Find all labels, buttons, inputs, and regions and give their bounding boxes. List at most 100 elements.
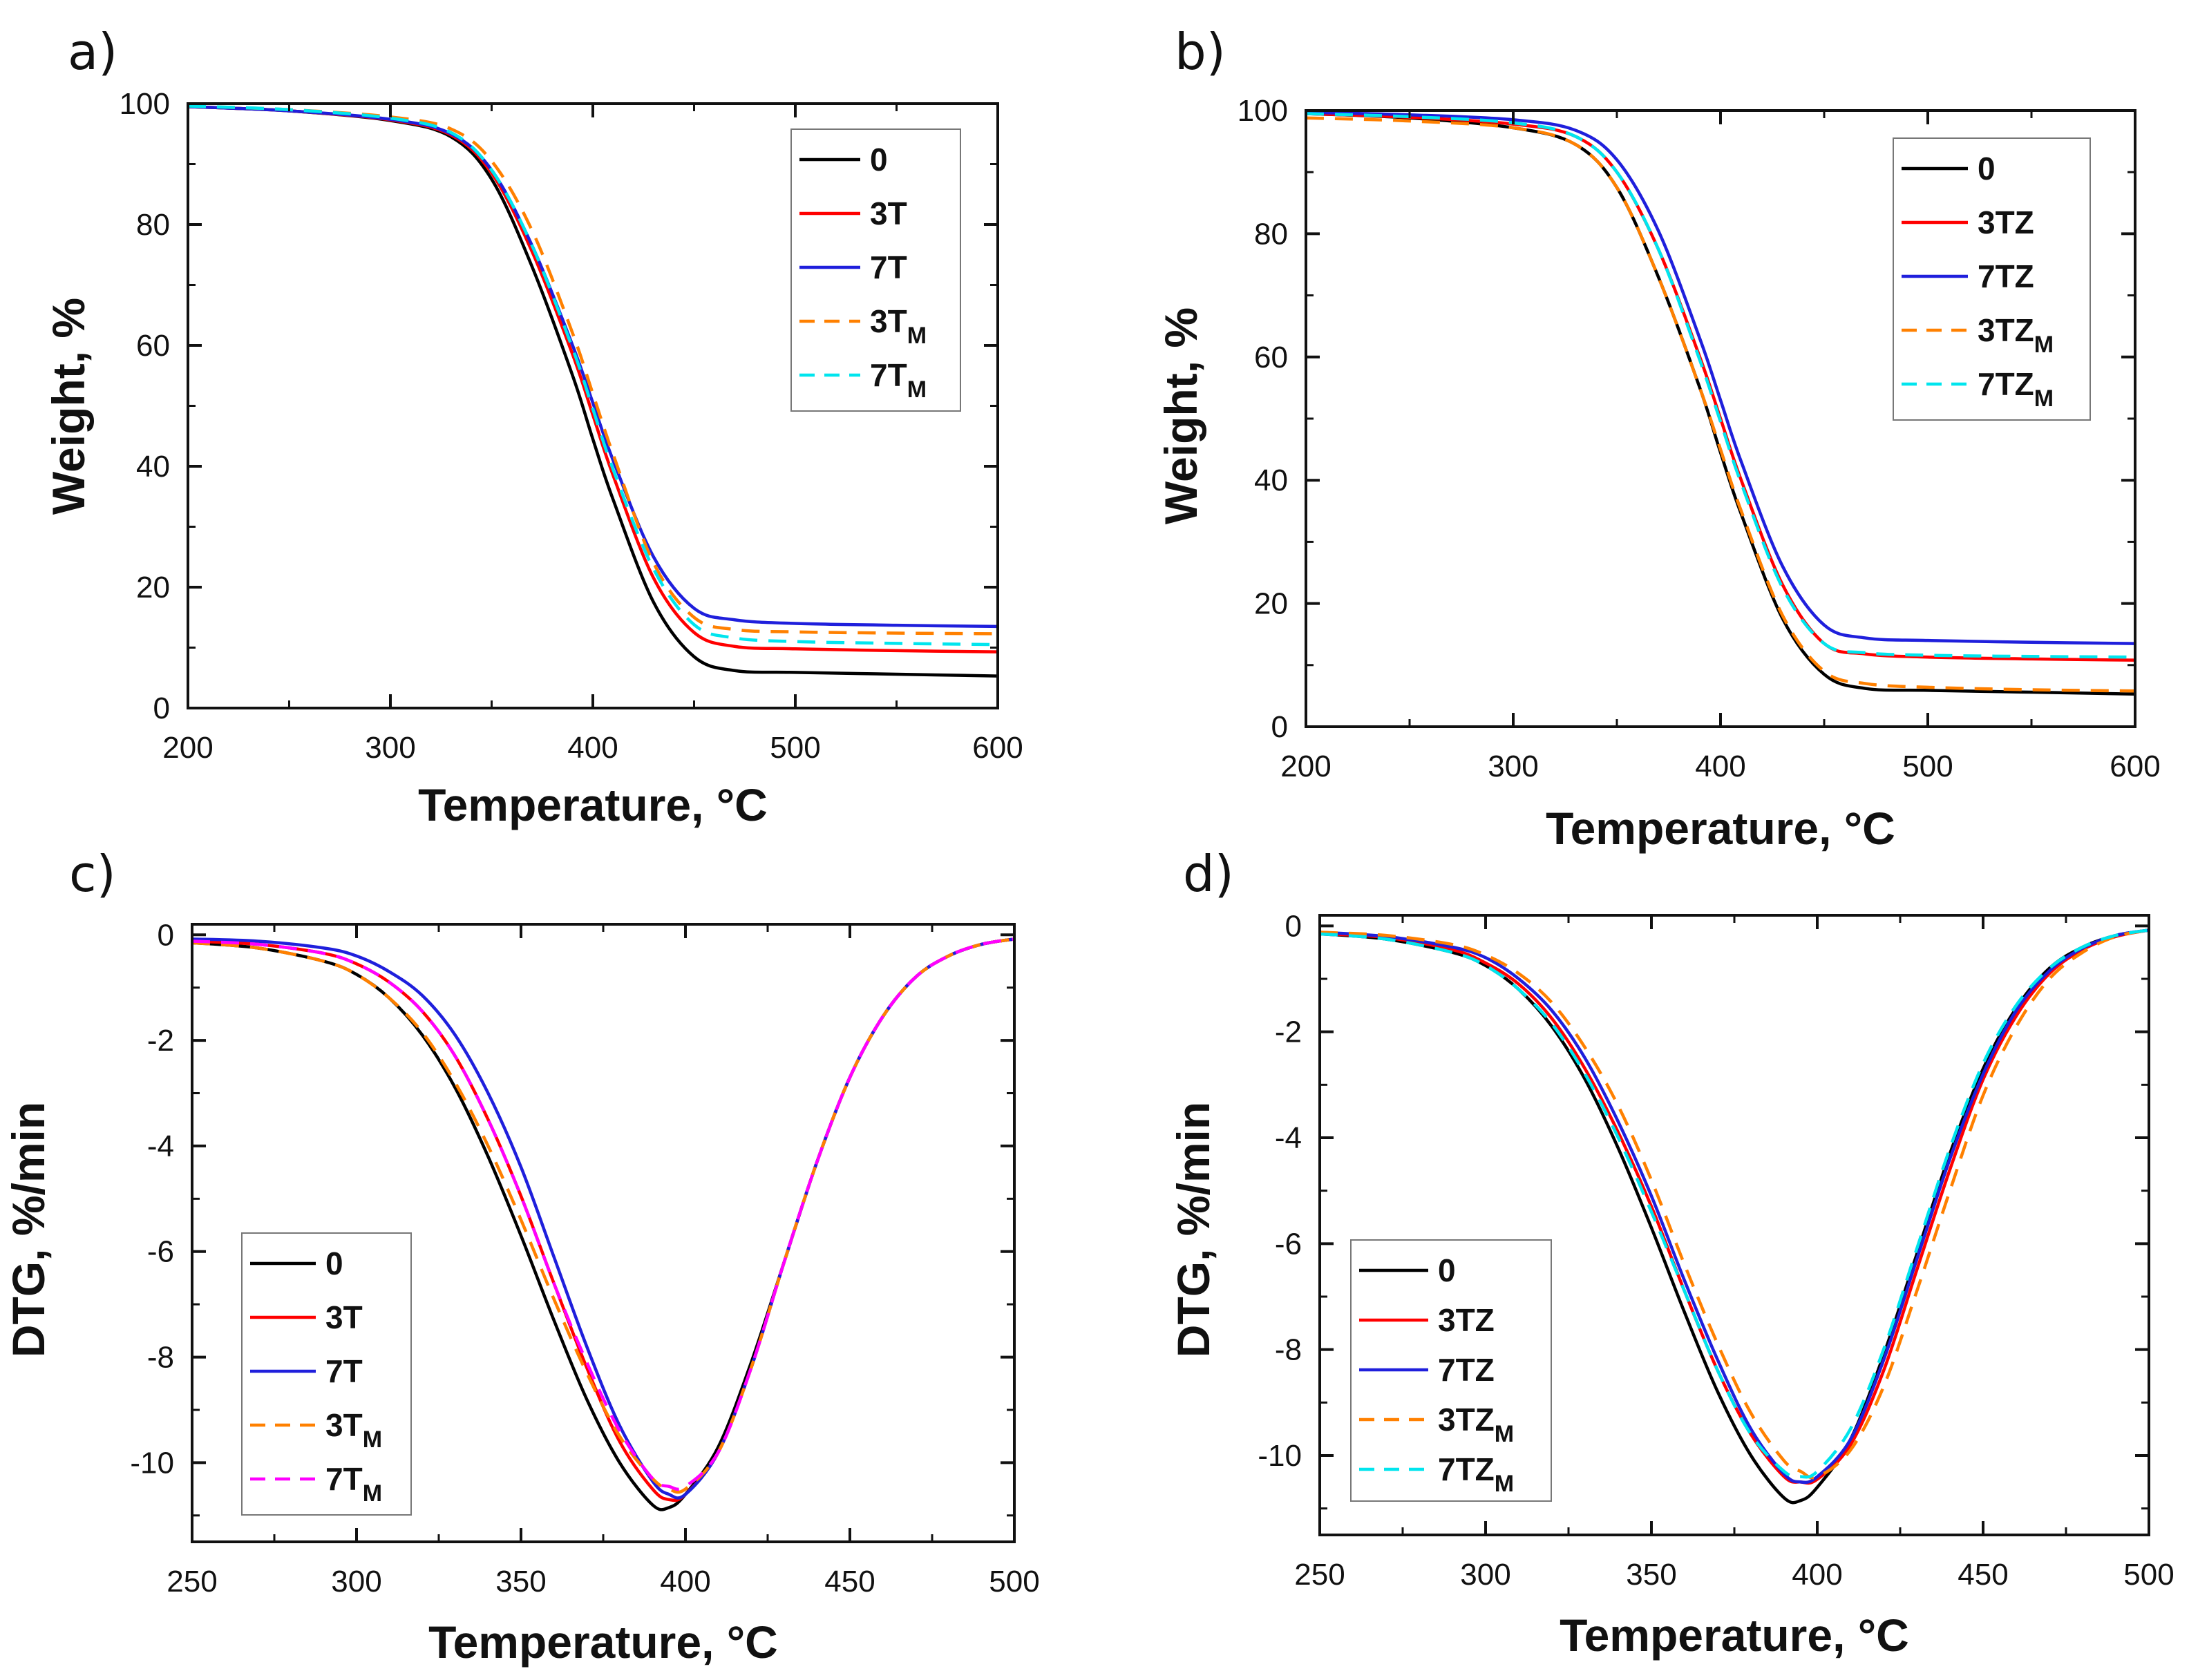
- series-line-3tz: [1320, 928, 2149, 1485]
- legend-label: 7T: [870, 249, 907, 285]
- x-tick-label: 200: [162, 731, 213, 765]
- x-tick-label: 500: [2123, 1558, 2174, 1592]
- y-tick-label: -6: [147, 1235, 174, 1269]
- chart-panel-2: b) 200 300 400 500 600 0 20 40 60 80 100 Temperature…: [1155, 23, 2161, 854]
- legend-subscript: M: [1495, 1421, 1514, 1447]
- series-group: [192, 937, 1014, 1511]
- y-tick-label: 60: [136, 329, 170, 363]
- series-group: [188, 104, 998, 678]
- y-tick-label: 0: [1271, 710, 1288, 744]
- y-tick-label: -10: [130, 1446, 174, 1480]
- y-axis-title: DTG, %/min: [1168, 1102, 1219, 1357]
- x-tick-label: 300: [1460, 1558, 1510, 1592]
- y-axis-title: Weight, %: [1155, 307, 1206, 524]
- series-line-3tz-m: [1320, 928, 2149, 1480]
- legend-box: [790, 128, 961, 412]
- legend-subscript: M: [363, 1480, 382, 1507]
- y-tick-label: -8: [147, 1341, 174, 1375]
- x-tick-label: 350: [1626, 1558, 1676, 1592]
- legend-label: 0: [325, 1245, 343, 1281]
- legend-subscript: M: [907, 376, 927, 403]
- series-line-7tz-m: [1306, 112, 2135, 659]
- x-tick-label: 400: [660, 1565, 710, 1598]
- legend-label: 0: [1438, 1252, 1456, 1288]
- y-tick-label: 20: [136, 571, 170, 604]
- y-tick-label: 80: [136, 208, 170, 242]
- legend-label: 7TZ: [1978, 258, 2034, 294]
- chart-panel-3: c) 250 300 350 400 450 500 0 -2 -4 -6 -8 -10 Temperat…: [3, 845, 1040, 1668]
- legend-subscript: M: [2034, 332, 2054, 358]
- x-axis-title: Temperature, °C: [418, 779, 768, 830]
- y-tick-label: 0: [153, 691, 170, 725]
- chart-panel-1: a) 200 300 400 500 600 0 20 40 60 80 100 Temperature…: [43, 23, 1023, 830]
- x-tick-label: 400: [1695, 750, 1745, 783]
- y-tick-label: 100: [120, 87, 170, 121]
- y-tick-label: -4: [1275, 1121, 1302, 1155]
- x-tick-label: 450: [1958, 1558, 2008, 1592]
- legend-label: 0: [870, 142, 888, 178]
- series-line-7t: [188, 105, 998, 629]
- x-tick-label: 250: [1294, 1558, 1345, 1592]
- x-axis-title: Temperature, °C: [1546, 803, 1895, 854]
- y-tick-label: -4: [147, 1129, 174, 1163]
- x-axis-title: Temperature, °C: [1560, 1610, 1909, 1661]
- y-tick-label: 0: [1285, 909, 1302, 943]
- y-tick-label: -8: [1275, 1333, 1302, 1367]
- x-tick-label: 450: [824, 1565, 875, 1598]
- x-tick-label: 300: [331, 1565, 381, 1598]
- x-tick-label: 200: [1280, 750, 1331, 783]
- series-group: [1320, 928, 2149, 1505]
- panel-label: c): [69, 845, 116, 903]
- chart-panel-4: d) 250 300 350 400 450 500 0 -2 -4 -6 -8 -10 Temperat…: [1168, 845, 2174, 1661]
- x-tick-label: 400: [1792, 1558, 1842, 1592]
- legend-subscript: M: [907, 323, 927, 349]
- y-tick-label: 80: [1254, 217, 1288, 251]
- legend-subscript: M: [2034, 385, 2054, 412]
- x-tick-label: 300: [365, 731, 415, 765]
- series-line-3tz-m: [1306, 116, 2135, 693]
- legend-label: 3TZ: [1978, 204, 2034, 240]
- panel-label: a): [68, 23, 117, 81]
- y-tick-label: 0: [158, 918, 174, 952]
- series-line-7tz-m: [1320, 928, 2149, 1479]
- y-axis-title: DTG, %/min: [3, 1102, 54, 1357]
- legend-label: 0: [1978, 151, 1996, 187]
- x-tick-label: 350: [495, 1565, 546, 1598]
- legend-box: [241, 1232, 412, 1516]
- legend-label: 3T: [325, 1299, 363, 1335]
- y-tick-label: -10: [1258, 1439, 1302, 1473]
- y-tick-label: 40: [1254, 464, 1288, 497]
- y-tick-label: -2: [1275, 1015, 1302, 1049]
- x-tick-label: 500: [989, 1565, 1039, 1598]
- panel-label: d): [1183, 845, 1234, 903]
- legend-label: 7T: [325, 1353, 363, 1389]
- x-tick-label: 250: [167, 1565, 217, 1598]
- x-tick-label: 400: [567, 731, 618, 765]
- legend-subscript: M: [363, 1426, 382, 1453]
- series-line-0: [1320, 928, 2149, 1505]
- panel-label: b): [1175, 23, 1226, 81]
- legend-subscript: M: [1495, 1471, 1514, 1497]
- y-axis-title: Weight, %: [43, 298, 94, 515]
- series-line-7t-m: [188, 104, 998, 647]
- x-tick-label: 500: [1902, 750, 1953, 783]
- legend-box: [1893, 137, 2091, 421]
- legend-label: 7TZ: [1438, 1352, 1495, 1388]
- y-tick-label: 60: [1254, 341, 1288, 374]
- x-tick-label: 500: [770, 731, 820, 765]
- x-tick-label: 600: [972, 731, 1023, 765]
- series-line-7t-m: [192, 937, 1014, 1491]
- y-tick-label: 100: [1238, 94, 1288, 128]
- y-tick-label: 20: [1254, 587, 1288, 621]
- x-axis-title: Temperature, °C: [428, 1616, 778, 1668]
- legend-label: 3T: [870, 195, 907, 231]
- series-line-7tz: [1320, 928, 2149, 1485]
- x-tick-label: 300: [1488, 750, 1538, 783]
- y-tick-label: 40: [136, 450, 170, 484]
- y-tick-label: -2: [147, 1024, 174, 1058]
- legend-label: 3TZ: [1438, 1302, 1495, 1338]
